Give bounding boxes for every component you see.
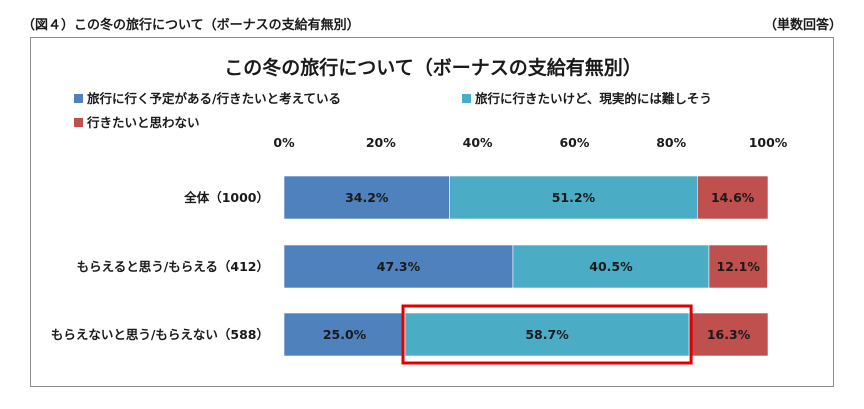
data-label: 25.0% (323, 327, 367, 342)
figure-label: （図４）この冬の旅行について（ボーナスの支給有無別） (22, 18, 360, 33)
legend-label-3: 行きたいと思わない (86, 115, 200, 130)
legend-swatch-2 (462, 94, 471, 103)
chart-title: この冬の旅行について（ボーナスの支給有無別） (224, 56, 641, 79)
answer-type-note: （単数回答） (763, 18, 842, 33)
data-label: 58.7% (525, 327, 569, 342)
legend-swatch-3 (74, 118, 83, 127)
highlight-box (401, 304, 693, 365)
x-tick-label: 20% (366, 135, 396, 150)
bars: 全体（1000） 34.2% 51.2% 14.6% もらえると思う/もらえる（412）… (51, 175, 769, 357)
bar-segment (404, 312, 690, 357)
x-tick-label: 0% (273, 135, 295, 150)
legend-label-1: 旅行に行く予定がある/行きたいと考えている (86, 91, 341, 106)
bar-segment (697, 175, 769, 220)
legend: 旅行に行く予定がある/行きたいと考えている 旅行に行きたいけど、現実的には難しそう… (74, 91, 712, 130)
legend-label-2: 旅行に行きたいけど、現実的には難しそう (474, 91, 712, 106)
data-label: 16.3% (707, 327, 751, 342)
data-label: 51.2% (552, 190, 596, 205)
data-label: 40.5% (589, 259, 633, 274)
bar-segment (283, 244, 514, 289)
category-label: 全体（1000） (183, 190, 269, 205)
data-label: 47.3% (377, 259, 421, 274)
data-label: 12.1% (717, 259, 761, 274)
data-label: 14.6% (711, 190, 755, 205)
x-tick-label: 80% (656, 135, 686, 150)
bar-segment (512, 244, 710, 289)
legend-swatch-1 (74, 94, 83, 103)
bar-segment (708, 244, 768, 289)
category-label: もらえないと思う/もらえない（588） (51, 327, 269, 342)
data-label: 34.2% (345, 190, 389, 205)
bar-segment (283, 312, 406, 357)
x-tick-label: 100% (749, 135, 788, 150)
highlight-rect (401, 304, 693, 365)
category-label: もらえると思う/もらえる（412） (77, 259, 269, 274)
x-axis: 0% 20% 40% 60% 80% 100% (273, 135, 787, 150)
x-tick-label: 40% (463, 135, 493, 150)
bar-segment (688, 312, 769, 357)
x-tick-label: 60% (559, 135, 589, 150)
bar-segment (449, 175, 698, 220)
